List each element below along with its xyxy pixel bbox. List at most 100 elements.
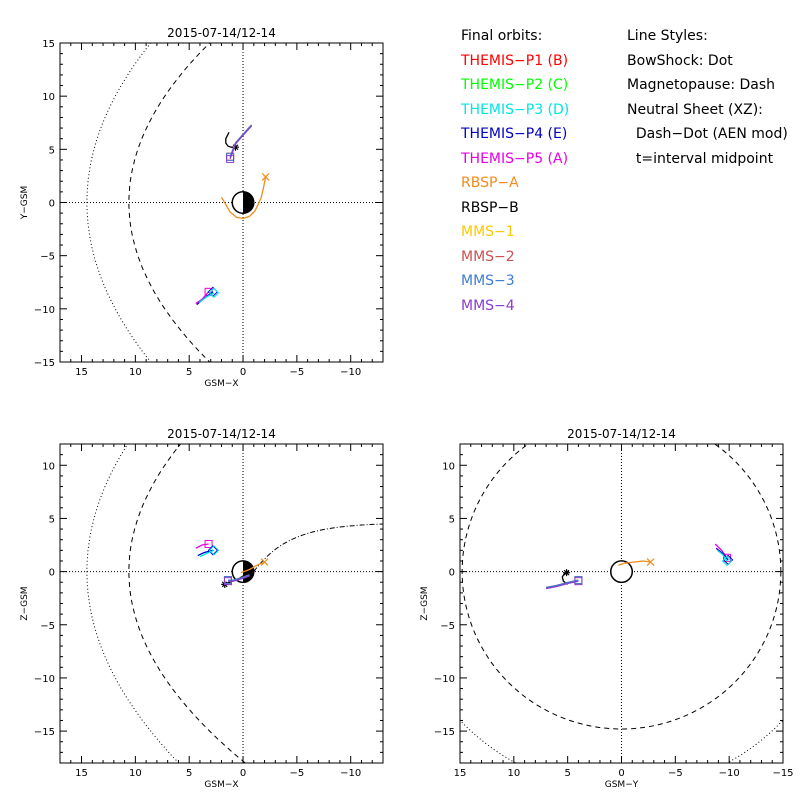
marker-themis-p3-d — [721, 555, 733, 567]
y-tick-label: 0 — [449, 568, 455, 579]
legend-entry-themis-p1-b: THEMIS−P1 (B) — [461, 52, 569, 69]
legend-entry-rbsp-a: RBSP−A — [461, 175, 519, 191]
y-tick-label: 5 — [49, 514, 55, 525]
x-tick-label: −10 — [340, 768, 361, 779]
orbit-themis-p3-d — [716, 549, 728, 562]
magnetopause-line — [128, 444, 246, 763]
bowshock-line — [86, 43, 152, 362]
orbit-mms-4 — [228, 575, 250, 582]
marker-rbsp-b — [231, 143, 239, 151]
marker-mms-4 — [226, 154, 235, 163]
plot-title: 2015-07-14/12-14 — [167, 26, 276, 40]
x-tick-label: −15 — [772, 768, 793, 779]
marker-themis-p5-a — [204, 539, 213, 548]
y-tick-label: −15 — [434, 727, 455, 738]
x-axis-label: GSM−Y — [605, 780, 639, 790]
marker-rbsp-a — [646, 558, 655, 566]
x-axis-label: GSM−X — [204, 780, 238, 790]
x-tick-label: −5 — [289, 768, 304, 779]
final-orbits-legend-title: Final orbits: — [461, 28, 543, 44]
orbit-mms-4 — [229, 125, 253, 160]
orbit-themis-p3-d — [199, 549, 215, 558]
orbit-rbsp-a — [240, 561, 265, 574]
y-tick-label: 10 — [42, 92, 55, 103]
x-tick-label: 5 — [186, 768, 192, 779]
marker-themis-p3-d — [208, 545, 220, 556]
legend-entry-mms-3: MMS−3 — [461, 273, 515, 289]
y-tick-label: −10 — [434, 674, 455, 685]
magnetopause-line — [128, 43, 211, 362]
y-tick-label: −10 — [34, 305, 55, 316]
orbit-rbsp-b — [225, 132, 236, 148]
plot-panel-2: 2015-07-14/12-14 15 10 5 0 −5 −10 GSM−X 10 5 0 −5 −1… — [20, 427, 384, 790]
x-tick-label: 10 — [507, 768, 520, 779]
y-tick-label: −5 — [40, 621, 55, 632]
x-tick-label: 5 — [564, 768, 570, 779]
marker-rbsp-b — [563, 569, 571, 577]
plot-title: 2015-07-14/12-14 — [567, 427, 676, 441]
marker-mms-4 — [574, 577, 583, 586]
plot-title: 2015-07-14/12-14 — [167, 427, 276, 441]
x-tick-label: 5 — [186, 367, 192, 378]
x-tick-label: 0 — [240, 367, 246, 378]
y-axis-label: Y−GSM — [20, 186, 30, 221]
line-styles-legend: Line Styles: BowShock: Dot Magnetopause: … — [627, 24, 788, 171]
orbit-mms-3 — [545, 579, 579, 589]
y-axis-label: Z−GSM — [420, 586, 430, 620]
bowshock-line — [86, 444, 180, 763]
orbit-rbsp-a — [220, 176, 267, 220]
neutral-sheet-line — [253, 523, 383, 572]
legend-entry-mms-1: MMS−1 — [461, 224, 515, 240]
x-tick-label: −5 — [289, 367, 304, 378]
plot-panel-3: 2015-07-14/12-14 15 10 5 0 −5 −10 −15 GSM−Y 10 5 0 −… — [420, 427, 794, 790]
x-tick-label: 0 — [618, 768, 624, 779]
x-tick-label: 15 — [454, 768, 467, 779]
earth-night-side — [243, 191, 254, 214]
y-tick-label: −5 — [440, 621, 455, 632]
line-style-entry: t=interval midpoint — [627, 150, 774, 167]
y-tick-label: 10 — [42, 461, 55, 472]
y-tick-label: −15 — [34, 358, 55, 369]
y-tick-label: −5 — [40, 252, 55, 263]
x-tick-label: 15 — [75, 367, 88, 378]
marker-rbsp-a — [260, 558, 269, 566]
marker-mms-4 — [223, 577, 232, 586]
legend-entry-rbsp-b: RBSP−B — [461, 199, 519, 216]
x-tick-label: 10 — [129, 768, 142, 779]
y-axis-label: Z−GSM — [20, 586, 30, 620]
orbit-rbsp-a — [618, 560, 651, 566]
legend-entry-themis-p5-a: THEMIS−P5 (A) — [461, 150, 569, 167]
legend-entry-themis-p2-c: THEMIS−P2 (C) — [461, 77, 569, 93]
orbit-themis-p5-a — [195, 543, 209, 549]
y-tick-label: −10 — [34, 674, 55, 685]
plot-frame — [59, 443, 384, 764]
y-tick-label: 0 — [49, 568, 55, 579]
marker-themis-p3-d — [208, 287, 220, 299]
y-tick-label: 10 — [442, 461, 455, 472]
line-style-entry: Dash−Dot (AEN mod) — [627, 126, 788, 142]
y-tick-label: 5 — [49, 145, 55, 156]
x-tick-label: 10 — [129, 367, 142, 378]
orbit-themis-p5-a — [714, 543, 728, 559]
plot-area — [60, 43, 383, 362]
plot-area — [60, 444, 383, 763]
line-style-entry: Neutral Sheet (XZ): — [627, 101, 763, 118]
line-styles-legend-title: Line Styles: — [627, 28, 708, 44]
marker-themis-p4-e — [207, 545, 219, 556]
x-tick-label: 15 — [75, 768, 88, 779]
legend-entry-themis-p3-d: THEMIS−P3 (D) — [461, 101, 570, 118]
marker-rbsp-a — [261, 173, 270, 181]
y-tick-label: 5 — [449, 514, 455, 525]
earth-icon — [609, 560, 634, 584]
orbit-mms-3 — [228, 574, 250, 581]
legend-entry-mms-2: MMS−2 — [461, 248, 515, 265]
line-style-entry: BowShock: Dot — [627, 52, 733, 69]
x-axis-label: GSM−X — [204, 379, 238, 389]
x-tick-label: 0 — [240, 768, 246, 779]
line-style-entry: Magnetopause: Dash — [627, 77, 776, 93]
x-tick-label: −5 — [668, 768, 683, 779]
y-tick-label: 15 — [42, 39, 55, 50]
final-orbits-legend: Final orbits: THEMIS−P1 (B) THEMIS−P2 (C)… — [461, 24, 569, 318]
y-tick-label: −15 — [34, 727, 55, 738]
